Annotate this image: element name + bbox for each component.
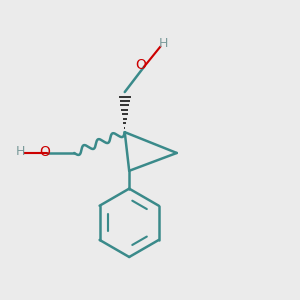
- Text: O: O: [39, 145, 50, 159]
- Text: H: H: [159, 37, 168, 50]
- Text: O: O: [135, 58, 146, 72]
- Text: H: H: [16, 145, 26, 158]
